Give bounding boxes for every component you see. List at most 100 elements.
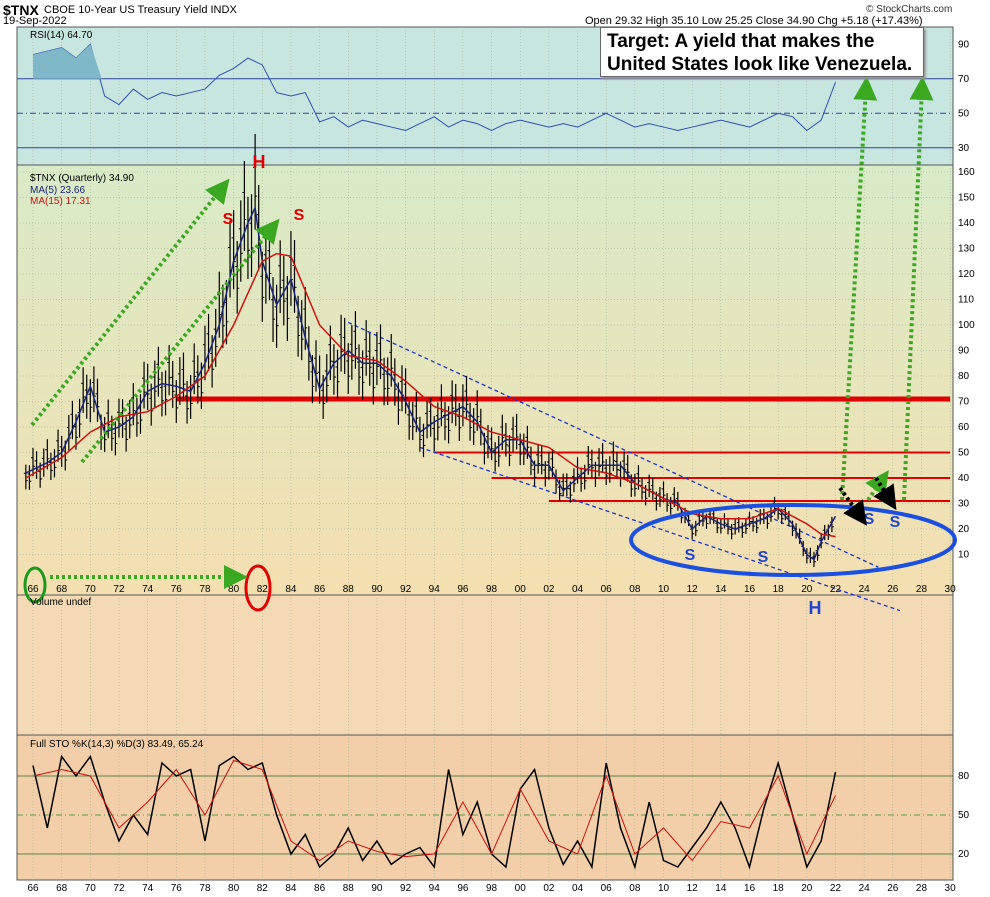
x-tick-label-sto: 98 xyxy=(486,883,498,894)
x-tick-label-sto: 30 xyxy=(945,883,957,894)
uptrend-arrow-1 xyxy=(30,178,230,427)
x-tick-label-sto: 06 xyxy=(601,883,613,894)
y-tick-label-price: 160 xyxy=(958,167,975,178)
dip-arrow-2 xyxy=(873,476,897,511)
x-tick-label-sto: 94 xyxy=(429,883,441,894)
price-layer xyxy=(23,133,951,612)
x-tick-label-sto: 28 xyxy=(916,883,928,894)
y-tick-label-price: 120 xyxy=(958,269,975,280)
x-tick-label-sto: 76 xyxy=(171,883,183,894)
x-tick-label-sto: 24 xyxy=(859,883,871,894)
x-tick-label-price: 76 xyxy=(171,584,183,595)
x-tick-label-sto: 16 xyxy=(744,883,756,894)
ma5-label: MA(5) 23.66 xyxy=(30,185,86,196)
shoulder-label-bottom: S xyxy=(890,514,901,531)
callout-line-1: Target: A yield that makes the xyxy=(607,31,875,52)
x-tick-label-price: 06 xyxy=(601,584,613,595)
sto-panel xyxy=(16,734,954,881)
x-tick-label-sto: 88 xyxy=(343,883,355,894)
x-tick-label-sto: 12 xyxy=(687,883,699,894)
y-tick-label-sto: 20 xyxy=(958,849,970,860)
shoulder-left-label-top: S xyxy=(223,211,234,228)
y-tick-label-price: 80 xyxy=(958,371,970,382)
y-tick-label-price: 70 xyxy=(958,397,970,408)
x-tick-label-sto: 68 xyxy=(56,883,68,894)
y-tick-label-price: 60 xyxy=(958,422,970,433)
volume-label: Volume undef xyxy=(30,597,92,608)
x-tick-label-sto: 86 xyxy=(314,883,326,894)
y-tick-label-rsi: 70 xyxy=(958,74,970,85)
y-tick-label-sto: 50 xyxy=(958,810,970,821)
x-tick-label-sto: 74 xyxy=(142,883,154,894)
x-tick-label-sto: 96 xyxy=(457,883,469,894)
volume-panel xyxy=(16,594,954,736)
sto-label: Full STO %K(14,3) %D(3) 83.49, 65.24 xyxy=(30,739,204,750)
stockcharts-credit: © StockCharts.com xyxy=(866,4,953,15)
x-tick-label-price: 10 xyxy=(658,584,670,595)
y-tick-label-price: 130 xyxy=(958,244,975,255)
y-tick-label-rsi: 30 xyxy=(958,143,970,154)
callout-line-2: United States look like Venezuela. xyxy=(607,54,913,75)
x-tick-label-sto: 14 xyxy=(715,883,727,894)
x-tick-label-price: 72 xyxy=(113,584,125,595)
x-tick-label-price: 92 xyxy=(400,584,412,595)
chart-symbol: $TNX xyxy=(3,2,39,18)
uptrend-arrow-2 xyxy=(80,218,280,464)
x-tick-label-price: 98 xyxy=(486,584,498,595)
x-tick-label-price: 82 xyxy=(257,584,269,595)
target-arrow-2 xyxy=(902,76,934,501)
x-tick-label-sto: 82 xyxy=(257,883,269,894)
shoulder-label-bottom: S xyxy=(758,549,769,566)
x-tick-label-sto: 18 xyxy=(773,883,785,894)
x-tick-label-sto: 90 xyxy=(371,883,383,894)
chart-date: 19-Sep-2022 xyxy=(3,15,67,27)
target-callout: Target: A yield that makes the United St… xyxy=(600,27,924,77)
x-tick-label-price: 78 xyxy=(199,584,211,595)
x-tick-label-sto: 92 xyxy=(400,883,412,894)
y-tick-label-price: 110 xyxy=(958,295,974,306)
y-tick-label-price: 150 xyxy=(958,193,975,204)
sto-d-line xyxy=(32,759,836,862)
x-tick-label-sto: 08 xyxy=(629,883,641,894)
shoulder-label-bottom: S xyxy=(864,511,875,528)
x-tick-label-price: 90 xyxy=(371,584,383,595)
x-tick-label-sto: 70 xyxy=(85,883,97,894)
y-tick-label-price: 140 xyxy=(958,218,975,229)
x-tick-label-price: 74 xyxy=(142,584,154,595)
axis-labels: 66 66 68 68 70 70 72 72 74 74 76 76 78 78 80 80 82 82 84 84… xyxy=(27,39,975,894)
shoulder-right-label-top: S xyxy=(294,207,305,224)
y-tick-label-price: 10 xyxy=(958,550,970,561)
x-tick-label-price: 66 xyxy=(27,584,39,595)
x-tick-label-price: 00 xyxy=(515,584,527,595)
price-label: $TNX (Quarterly) 34.90 xyxy=(30,173,134,184)
x-tick-label-sto: 04 xyxy=(572,883,584,894)
x-tick-label-sto: 20 xyxy=(801,883,813,894)
y-tick-label-rsi: 50 xyxy=(958,108,970,119)
x-tick-label-price: 28 xyxy=(916,584,928,595)
rsi-line xyxy=(32,43,836,132)
ma15-line xyxy=(25,252,836,538)
y-tick-label-price: 40 xyxy=(958,473,970,484)
x-tick-label-price: 12 xyxy=(687,584,699,595)
channel-lower-line xyxy=(419,446,901,612)
y-tick-label-price: 30 xyxy=(958,499,970,510)
x-tick-label-price: 16 xyxy=(744,584,756,595)
start-circle-66 xyxy=(23,566,47,604)
x-tick-label-price: 04 xyxy=(572,584,584,595)
x-tick-label-price: 70 xyxy=(85,584,97,595)
x-tick-label-price: 26 xyxy=(887,584,899,595)
x-tick-label-sto: 84 xyxy=(285,883,297,894)
x-tick-label-price: 94 xyxy=(429,584,441,595)
x-tick-label-sto: 78 xyxy=(199,883,211,894)
annotations: HS SHS SS S xyxy=(23,76,957,618)
y-tick-label-price: 90 xyxy=(958,346,970,357)
head-label-top: H xyxy=(253,152,266,172)
x-tick-label-price: 96 xyxy=(457,584,469,595)
x-tick-label-sto: 72 xyxy=(113,883,125,894)
rsi-layer xyxy=(32,43,836,132)
x-tick-label-price: 14 xyxy=(715,584,727,595)
y-tick-label-price: 20 xyxy=(958,524,970,535)
rsi-overbought-fill xyxy=(33,44,102,79)
ma5-line xyxy=(25,205,837,561)
